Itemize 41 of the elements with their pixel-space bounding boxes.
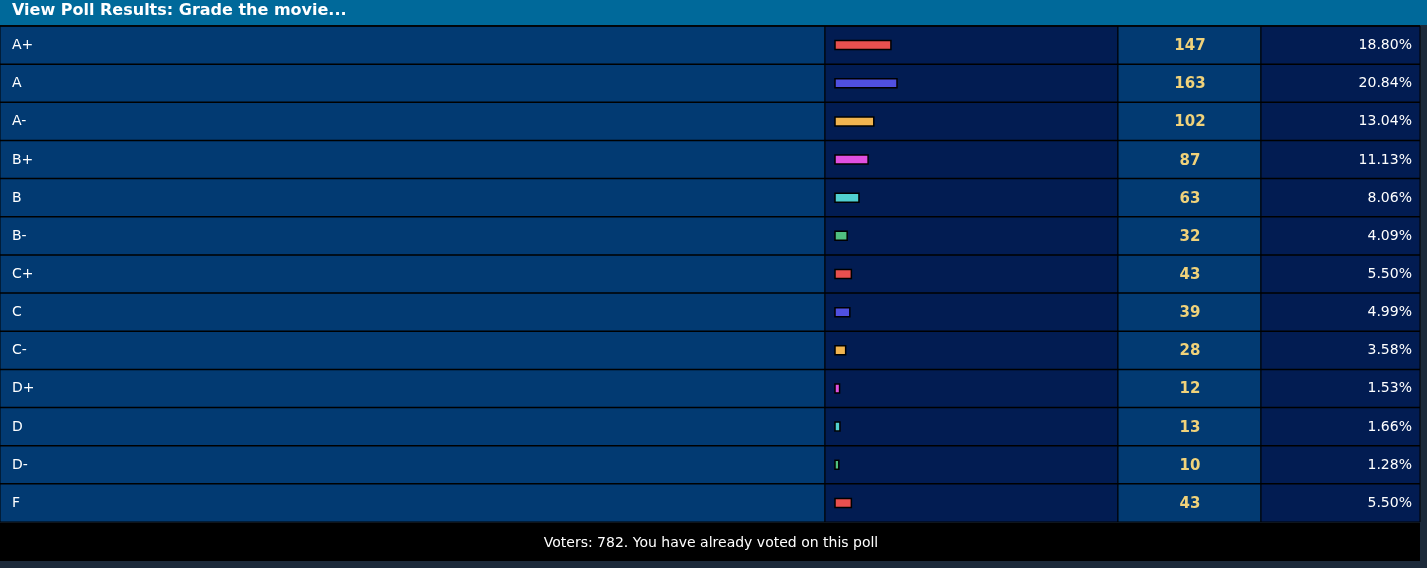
data-label: 43 <box>1179 265 1201 283</box>
y-tick-label: C+ <box>12 265 34 281</box>
data-label: 12 <box>1179 379 1201 398</box>
data-label: 39 <box>1179 303 1201 322</box>
data-label: 13 <box>1179 417 1201 436</box>
y-tick-label: D+ <box>12 379 35 396</box>
y-tick-label: A- <box>12 112 27 129</box>
text: 3.58% <box>1367 341 1412 358</box>
text: Voters: 782. You have already voted on this poll <box>543 534 879 550</box>
text: 5.50% <box>1367 493 1412 510</box>
text: 8.06% <box>1367 188 1412 205</box>
text: 4.99% <box>1367 303 1412 320</box>
y-tick-label: B- <box>12 226 27 243</box>
data-label: 32 <box>1179 226 1201 245</box>
y-tick-label: D <box>12 417 23 434</box>
text: 13.04% <box>1358 112 1412 129</box>
text: 1.28% <box>1367 455 1412 472</box>
text: 4.09% <box>1367 226 1412 243</box>
data-label: 163 <box>1174 74 1206 93</box>
text: 1.66% <box>1367 417 1412 434</box>
text: 5.50% <box>1367 265 1412 281</box>
y-tick-label: C <box>12 303 22 320</box>
y-tick-label: A+ <box>12 36 34 53</box>
y-tick-label: F <box>12 493 21 510</box>
data-label: 102 <box>1174 112 1206 131</box>
data-label: 10 <box>1179 455 1201 474</box>
text: View Poll Results: Grade the movie... <box>12 0 347 19</box>
text: 18.80% <box>1358 36 1412 53</box>
text: 20.84% <box>1358 74 1412 91</box>
text: 1.53% <box>1367 379 1412 396</box>
data-label: 87 <box>1179 150 1201 169</box>
y-tick-label: A <box>12 74 22 91</box>
data-label: 63 <box>1179 188 1201 207</box>
y-tick-label: C- <box>12 341 27 358</box>
y-tick-label: D- <box>12 455 28 472</box>
text: 11.13% <box>1358 150 1412 167</box>
data-label: 43 <box>1179 493 1201 512</box>
data-label: 28 <box>1179 341 1201 360</box>
data-label: 147 <box>1174 36 1206 55</box>
y-tick-label: B <box>12 188 22 205</box>
y-tick-label: B+ <box>12 150 34 167</box>
